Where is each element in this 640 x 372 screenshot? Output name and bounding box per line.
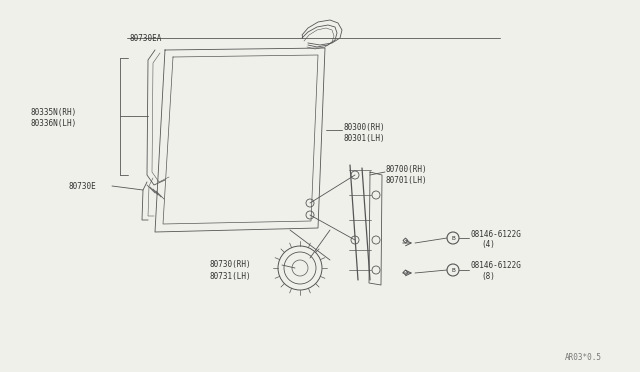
Text: 80730E: 80730E — [68, 182, 96, 190]
Text: 08146-6122G: 08146-6122G — [471, 230, 522, 238]
Text: AR03*0.5: AR03*0.5 — [565, 353, 602, 362]
Text: (8): (8) — [481, 273, 495, 282]
Text: B: B — [451, 267, 455, 273]
Text: 80730(RH): 80730(RH) — [210, 260, 252, 269]
Text: 80731(LH): 80731(LH) — [210, 272, 252, 280]
Text: 08146-6122G: 08146-6122G — [471, 262, 522, 270]
Text: 80700(RH): 80700(RH) — [386, 164, 428, 173]
Text: 80336N(LH): 80336N(LH) — [30, 119, 76, 128]
Text: (4): (4) — [481, 241, 495, 250]
Text: 80701(LH): 80701(LH) — [386, 176, 428, 185]
Text: 80730EA: 80730EA — [130, 33, 163, 42]
Text: 80335N(RH): 80335N(RH) — [30, 108, 76, 116]
Text: 80300(RH): 80300(RH) — [344, 122, 386, 131]
Text: 80301(LH): 80301(LH) — [344, 134, 386, 142]
Text: B: B — [451, 235, 455, 241]
